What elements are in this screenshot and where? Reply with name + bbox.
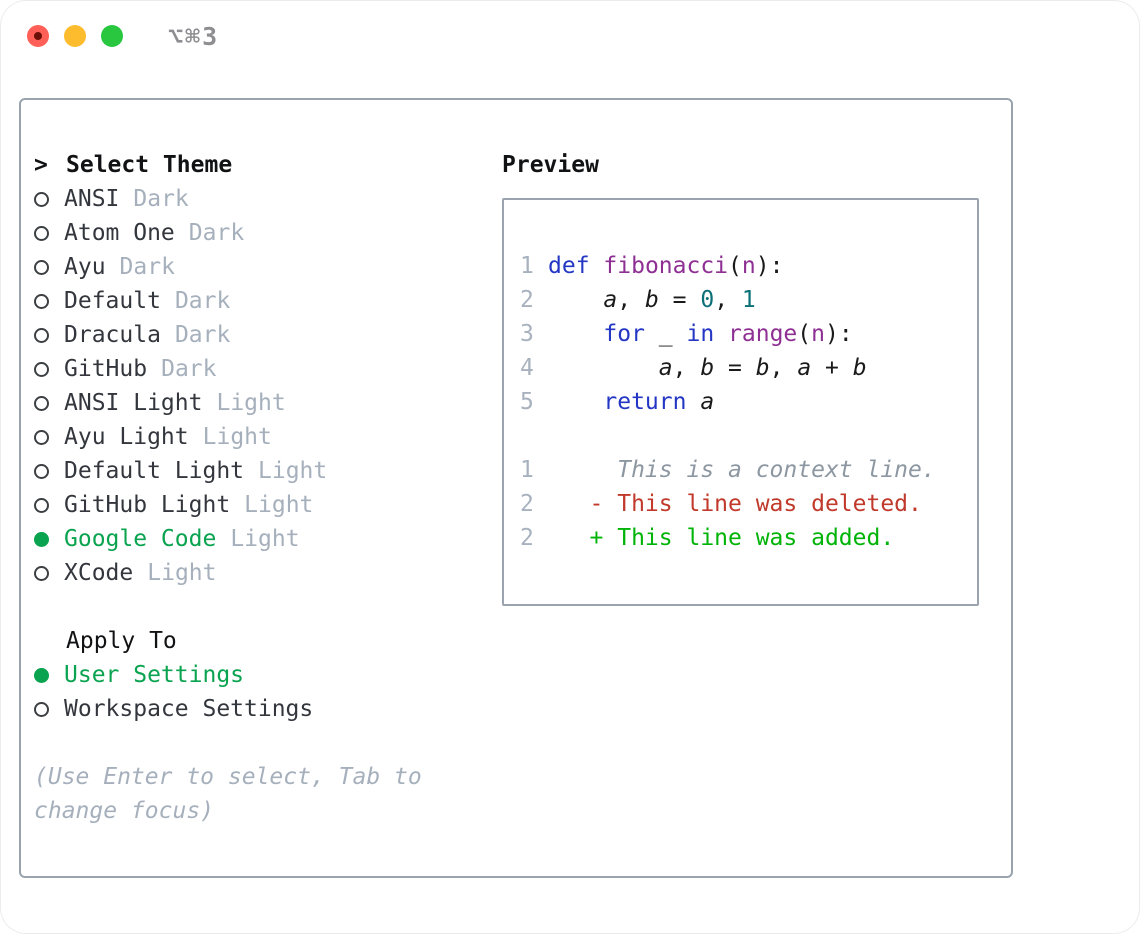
option-label: Default <box>64 288 161 314</box>
option-ayu-light[interactable]: Ayu Light Light <box>34 420 474 454</box>
theme-list-header: > Select Theme <box>34 148 474 182</box>
theme-list: ANSI Dark Atom One Dark Ayu Dark Default Dark Dr… <box>34 182 474 590</box>
option-xcode[interactable]: XCode Light <box>34 556 474 590</box>
radio-selected-icon <box>34 667 49 683</box>
option-variant-label: Dark <box>174 322 231 348</box>
option-user-settings[interactable]: User Settings <box>34 658 474 692</box>
option-variant-label: Dark <box>161 356 217 382</box>
radio-icon <box>34 565 49 581</box>
option-label: Atom One <box>64 220 175 246</box>
option-variant-label: Light <box>216 390 286 416</box>
theme-list-title: Select Theme <box>66 152 233 178</box>
line-number: 3 <box>520 321 534 347</box>
line-number: 2 <box>520 525 534 551</box>
diff-line-text: + This line was added. <box>548 525 895 551</box>
option-variant-label: Light <box>244 492 314 518</box>
option-label: Ayu <box>64 254 106 280</box>
option-variant-label: Light <box>230 526 300 552</box>
zoom-button[interactable] <box>101 25 123 47</box>
option-variant-label: Dark <box>174 288 231 314</box>
option-label: Google Code <box>64 526 217 552</box>
titlebar: ⌥⌘3 <box>0 0 1140 51</box>
radio-icon <box>34 293 49 309</box>
option-variant-label: Light <box>147 560 217 586</box>
option-label: Dracula <box>64 322 161 348</box>
diff-line-added: 2 + This line was added. <box>520 521 977 555</box>
option-ansi-light[interactable]: ANSI Light Light <box>34 386 474 420</box>
option-label: XCode <box>64 560 134 586</box>
radio-icon <box>34 259 49 275</box>
radio-selected-icon <box>34 531 49 547</box>
option-variant-label: Light <box>202 424 272 450</box>
radio-icon <box>34 497 49 513</box>
theme-column: > Select Theme ANSI Dark Atom One Dark Ayu Da… <box>34 148 474 828</box>
line-number: 2 <box>520 287 534 313</box>
option-variant-label: Light <box>258 458 328 484</box>
line-number: 5 <box>520 389 534 415</box>
diff-preview: 1 This is a context line. 2 - This line w… <box>520 453 977 555</box>
option-default-light[interactable]: Default Light Light <box>34 454 474 488</box>
option-label: Default Light <box>64 458 245 484</box>
option-variant-label: Dark <box>119 254 175 280</box>
option-variant-label: Dark <box>133 186 189 212</box>
diff-line-deleted: 2 - This line was deleted. <box>520 487 977 521</box>
option-label: Workspace Settings <box>64 696 314 722</box>
diff-line-text: - This line was deleted. <box>548 491 922 517</box>
radio-icon <box>34 701 49 717</box>
option-dracula[interactable]: Dracula Dark <box>34 318 474 352</box>
code-line: 4 a, b = b, a + b <box>520 351 977 385</box>
cursor-icon: > <box>34 152 48 178</box>
option-variant-label: Dark <box>188 220 245 246</box>
option-label: ANSI <box>64 186 120 212</box>
theme-dialog: > Select Theme ANSI Dark Atom One Dark Ayu Da… <box>19 98 1013 878</box>
close-button[interactable] <box>27 25 49 47</box>
option-google-code[interactable]: Google Code Light <box>34 522 474 556</box>
option-ansi[interactable]: ANSI Dark <box>34 182 474 216</box>
option-github[interactable]: GitHub Dark <box>34 352 474 386</box>
apply-list: User Settings Workspace Settings <box>34 658 474 726</box>
apply-section: Apply To User Settings Workspace Settings <box>34 624 474 726</box>
option-github-light[interactable]: GitHub Light Light <box>34 488 474 522</box>
preview-title: Preview <box>502 152 599 178</box>
option-label: ANSI Light <box>64 390 203 416</box>
option-ayu[interactable]: Ayu Dark <box>34 250 474 284</box>
diff-line-context: 1 This is a context line. <box>520 453 977 487</box>
option-workspace-settings[interactable]: Workspace Settings <box>34 692 474 726</box>
option-default[interactable]: Default Dark <box>34 284 474 318</box>
line-number: 1 <box>520 457 534 483</box>
option-label: User Settings <box>64 662 245 688</box>
radio-icon <box>34 327 49 343</box>
help-text: (Use Enter to select, Tab to change focu… <box>34 764 422 824</box>
option-label: GitHub <box>64 356 148 382</box>
apply-to-title: Apply To <box>66 628 177 654</box>
line-number: 1 <box>520 253 534 279</box>
code-line: 1 def fibonacci(n): <box>520 249 977 283</box>
diff-line-text: This is a context line. <box>548 457 936 483</box>
radio-icon <box>34 463 49 479</box>
option-label: Ayu Light <box>64 424 189 450</box>
line-number: 2 <box>520 491 534 517</box>
radio-icon <box>34 395 49 411</box>
window-title: ⌥⌘3 <box>168 21 220 51</box>
line-number: 4 <box>520 355 534 381</box>
code-line: 5 return a <box>520 385 977 419</box>
code-line: 2 a, b = 0, 1 <box>520 283 977 317</box>
radio-icon <box>34 361 49 377</box>
code-line: 3 for _ in range(n): <box>520 317 977 351</box>
radio-icon <box>34 429 49 445</box>
radio-icon <box>34 191 49 207</box>
option-atom-one[interactable]: Atom One Dark <box>34 216 474 250</box>
radio-icon <box>34 225 49 241</box>
option-label: GitHub Light <box>64 492 231 518</box>
minimize-button[interactable] <box>64 25 86 47</box>
